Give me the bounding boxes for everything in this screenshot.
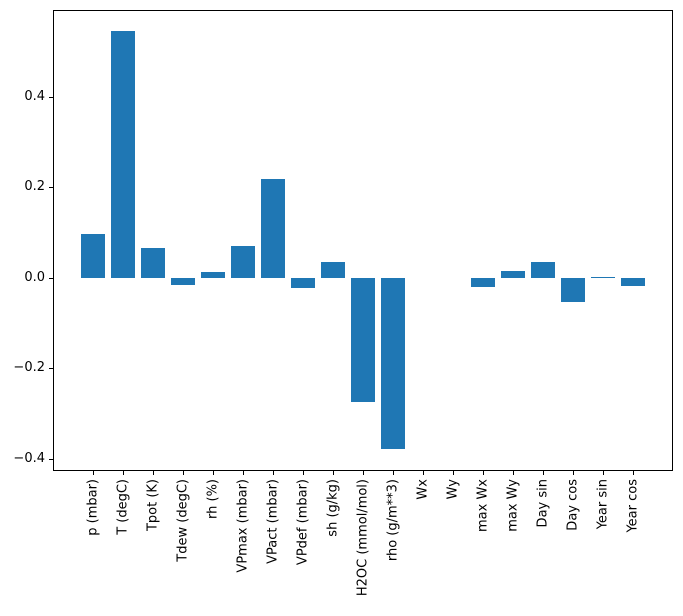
- bar: [530, 262, 555, 278]
- x-tick-label: VPmax (mbar): [235, 478, 251, 573]
- x-tick-mark: [482, 470, 484, 475]
- x-tick-label: Wx: [415, 478, 431, 500]
- x-tick-label: Tdew (degC): [175, 478, 191, 562]
- x-tick-label: T (degC): [115, 478, 131, 535]
- bar: [231, 246, 256, 278]
- bar: [620, 277, 645, 286]
- y-tick-mark: [49, 368, 53, 370]
- x-tick-label: Wy: [445, 478, 461, 499]
- x-tick-mark: [273, 470, 275, 475]
- x-tick-mark: [213, 470, 215, 475]
- x-tick-label: Day cos: [565, 478, 581, 531]
- bar: [291, 277, 315, 288]
- y-tick-label: 0.0: [24, 269, 45, 285]
- x-tick-mark: [243, 470, 245, 475]
- x-tick-mark: [452, 470, 454, 475]
- bar: [351, 277, 375, 402]
- bar: [111, 30, 136, 278]
- x-tick-label: Year cos: [625, 478, 641, 533]
- x-tick-label: rho (g/m**3): [385, 478, 401, 561]
- x-tick-label: VPdef (mbar): [295, 478, 311, 565]
- bar: [261, 179, 286, 278]
- x-tick-label: rh (%): [205, 478, 221, 519]
- y-tick-label: −0.2: [13, 360, 45, 376]
- y-tick-mark: [49, 96, 53, 98]
- x-tick-mark: [93, 470, 95, 475]
- x-tick-mark: [542, 470, 544, 475]
- bar: [381, 277, 405, 450]
- x-tick-mark: [303, 470, 304, 475]
- x-tick-mark: [632, 470, 634, 475]
- x-tick-label: Day sin: [535, 478, 551, 527]
- x-tick-mark: [512, 470, 514, 475]
- bar: [171, 277, 196, 285]
- x-tick-mark: [123, 470, 125, 475]
- x-tick-label: VPact (mbar): [265, 478, 281, 564]
- x-tick-label: Year sin: [595, 478, 611, 529]
- y-tick-label: −0.4: [13, 450, 45, 466]
- x-tick-mark: [602, 470, 604, 475]
- bar: [321, 262, 345, 278]
- x-tick-label: sh (g/kg): [325, 478, 341, 537]
- bar: [500, 270, 525, 278]
- bar: [560, 277, 585, 302]
- x-tick-mark: [363, 470, 364, 475]
- bar: [201, 271, 226, 278]
- plot-area: [53, 10, 673, 471]
- x-tick-label: max Wx: [475, 478, 491, 532]
- x-tick-mark: [393, 470, 394, 475]
- y-tick-mark: [49, 277, 53, 279]
- y-tick-label: 0.2: [24, 179, 45, 195]
- x-tick-label: max Wy: [505, 478, 521, 532]
- bar: [141, 248, 166, 278]
- y-tick-label: 0.4: [24, 88, 45, 104]
- bar: [590, 276, 615, 278]
- y-tick-mark: [49, 187, 53, 189]
- bar: [470, 277, 495, 287]
- x-tick-mark: [183, 470, 185, 475]
- x-tick-label: Tpot (K): [145, 478, 161, 531]
- x-tick-mark: [333, 470, 334, 475]
- y-tick-mark: [49, 458, 53, 460]
- x-tick-mark: [423, 470, 424, 475]
- x-tick-label: H2OC (mmol/mol): [355, 478, 371, 596]
- x-tick-label: p (mbar): [85, 478, 101, 536]
- x-tick-mark: [572, 470, 574, 475]
- bar: [81, 233, 106, 278]
- x-tick-mark: [153, 470, 155, 475]
